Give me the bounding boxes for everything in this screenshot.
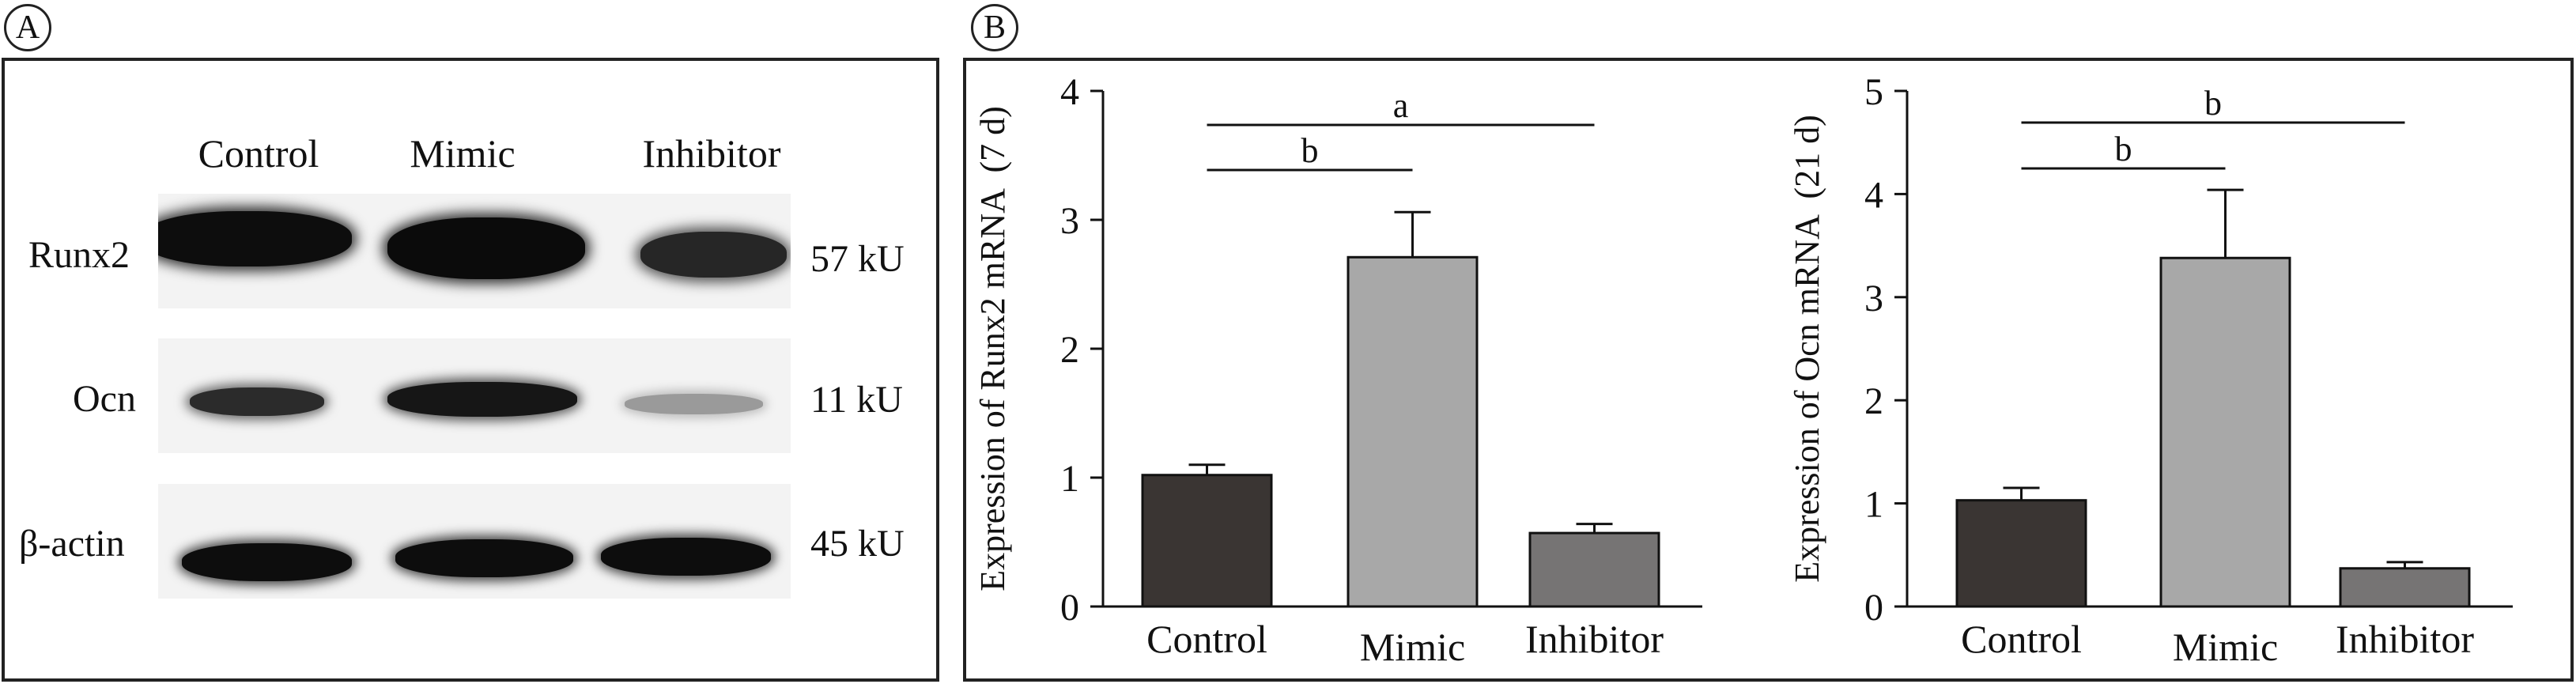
lane-label-inhibitor: Inhibitor (642, 131, 781, 176)
blot-ocn (158, 338, 791, 453)
blot-beta-actin (158, 484, 791, 599)
size-runx2: 57 kU (810, 238, 905, 280)
band-actin-mimic (395, 539, 573, 577)
panel-a-frame (2, 58, 939, 682)
size-beta-actin: 45 kU (810, 523, 905, 565)
band-runx2-inhibitor (640, 232, 787, 278)
band-ocn-mimic (387, 382, 577, 417)
band-runx2-mimic (387, 217, 585, 279)
band-actin-inhibitor (601, 538, 771, 576)
band-ocn-control (190, 387, 324, 416)
row-label-beta-actin: β-actin (19, 523, 125, 565)
panel-b-badge: B (971, 4, 1018, 51)
panel-b-frame (963, 58, 2574, 682)
panel-a-badge: A (4, 4, 51, 51)
band-ocn-inhibitor (625, 394, 763, 414)
band-runx2-control (158, 211, 352, 266)
row-label-runx2: Runx2 (28, 234, 130, 276)
size-ocn: 11 kU (810, 379, 903, 421)
row-label-ocn: Ocn (73, 378, 136, 420)
lane-label-mimic: Mimic (410, 131, 516, 176)
lane-label-control: Control (198, 131, 319, 176)
blot-runx2 (158, 194, 791, 308)
band-actin-control (182, 543, 352, 581)
